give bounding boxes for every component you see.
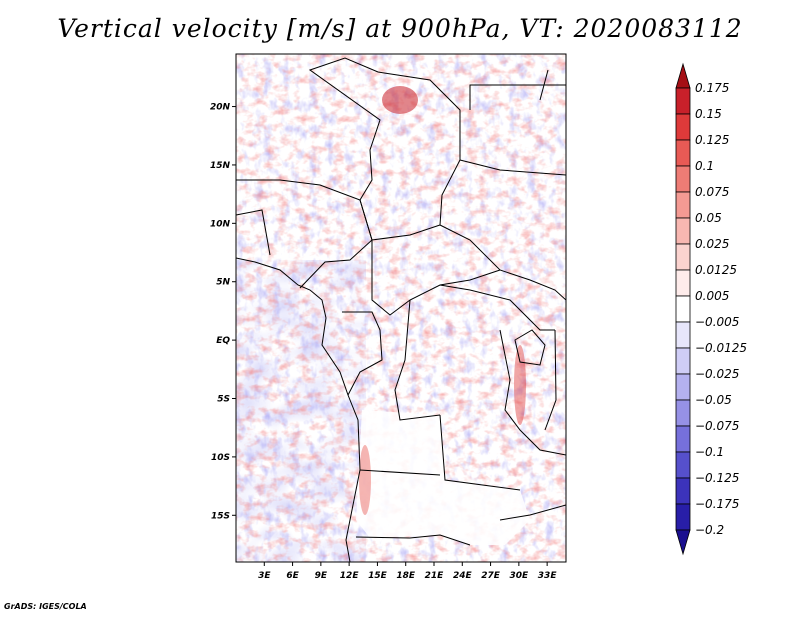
colorbar-cell	[675, 269, 691, 297]
colorbar-label: 0.025	[695, 237, 729, 251]
colorbar-cell	[675, 113, 691, 141]
chart-title: Vertical velocity [m/s] at 900hPa, VT: 2…	[57, 14, 743, 43]
colorbar-label: −0.005	[695, 315, 739, 329]
colorbar-cell	[675, 243, 691, 271]
colorbar-cell	[675, 217, 691, 245]
y-tick-label: 20N	[210, 103, 231, 113]
y-tick-label: EQ	[216, 336, 230, 346]
colorbar-label: −0.175	[695, 497, 739, 511]
coastal-updraft	[359, 445, 371, 515]
colorbar-cell	[675, 503, 691, 531]
colorbar-label: −0.2	[695, 523, 724, 537]
y-tick-label: 10S	[211, 453, 230, 463]
x-tick-label: 3E	[258, 571, 271, 581]
x-tick-label: 9E	[315, 571, 328, 581]
colorbar-cell	[675, 139, 691, 167]
colorbar-label: 0.05	[695, 211, 722, 225]
colorbar-label: −0.0125	[695, 341, 747, 355]
colorbar-cell	[675, 87, 691, 115]
colorbar-cell	[675, 191, 691, 219]
colorbar-cell	[675, 399, 691, 427]
velocity-field	[236, 54, 566, 562]
x-tick-label: 6E	[286, 571, 299, 581]
x-tick-label: 30E	[510, 571, 530, 581]
colorbar-label: 0.1	[695, 159, 714, 173]
colorbar-label: −0.1	[695, 445, 724, 459]
colorbar-label: 0.175	[695, 81, 729, 95]
y-tick-label: 5S	[217, 395, 230, 405]
x-tick-label: 21E	[425, 571, 445, 581]
x-tick-label: 27E	[481, 571, 501, 581]
colorbar-label: 0.125	[695, 133, 729, 147]
colorbar-label: 0.005	[695, 289, 729, 303]
colorbar-cell	[675, 295, 691, 323]
colorbar-cell	[675, 165, 691, 193]
colorbar-label: −0.125	[695, 471, 739, 485]
country-borders	[236, 57, 566, 562]
map-frame	[235, 53, 567, 563]
colorbar-cell	[675, 425, 691, 453]
colorbar-cell	[675, 373, 691, 401]
colorbar-bottom-arrow	[675, 529, 691, 556]
x-tick-label: 33E	[538, 571, 558, 581]
colorbar-cell	[675, 451, 691, 479]
colorbar-label: 0.0125	[695, 263, 737, 277]
colorbar-top-arrow	[675, 62, 691, 89]
rift-updraft	[514, 345, 526, 425]
y-tick-label: 5N	[216, 278, 230, 288]
x-tick-label: 15E	[368, 571, 388, 581]
x-tick-label: 18E	[396, 571, 416, 581]
highland-updraft	[382, 86, 418, 114]
colorbar-cell	[675, 347, 691, 375]
colorbar: 0.175 0.15 0.125 0.1 0.075 0.05 0.025 0.0125 0.0…	[675, 62, 747, 556]
colorbar-cell	[675, 477, 691, 505]
colorbar-label: −0.025	[695, 367, 739, 381]
y-tick-label: 15N	[210, 161, 231, 171]
y-axis: 20N 15N 10N 5N EQ 5S 10S 15S	[210, 103, 236, 521]
x-axis: 3E 6E 9E 12E 15E 18E 21E 24E 27E 30E 33E	[258, 562, 557, 581]
colorbar-label: 0.15	[695, 107, 722, 121]
colorbar-label: −0.075	[695, 419, 739, 433]
colorbar-cell	[675, 321, 691, 349]
calm-region	[356, 410, 530, 545]
colorbar-label: −0.05	[695, 393, 732, 407]
y-tick-label: 10N	[210, 219, 231, 229]
y-tick-label: 15S	[211, 511, 230, 521]
grads-credit: GrADS: IGES/COLA	[4, 602, 87, 611]
x-tick-label: 24E	[453, 571, 473, 581]
x-tick-label: 12E	[340, 571, 360, 581]
colorbar-label: 0.075	[695, 185, 729, 199]
